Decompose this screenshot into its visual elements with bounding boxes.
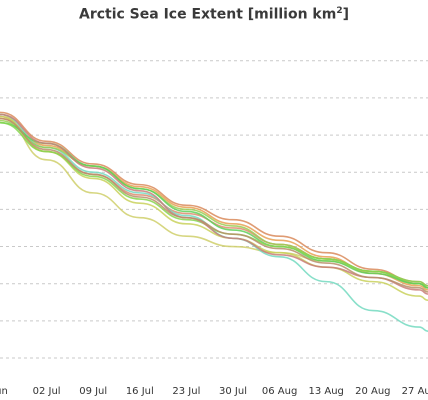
x-tick-label-6: 06 Aug (262, 386, 297, 397)
chart-title-superscript: 2 (336, 6, 343, 16)
x-tick-label-3: 16 Jul (126, 386, 154, 397)
series-line-9 (0, 113, 428, 295)
series-line-0 (0, 111, 428, 289)
series-line-7 (0, 121, 428, 289)
x-tick-label-5: 30 Jul (219, 386, 247, 397)
chart-title: Arctic Sea Ice Extent [million km2] (0, 6, 428, 23)
series-line-2 (0, 115, 428, 287)
chart-series-group (0, 111, 428, 332)
x-tick-label-7: 13 Aug (308, 386, 343, 397)
chart-title-close: ] (342, 6, 349, 23)
chart-gridlines (0, 60, 428, 359)
x-tick-label-8: 20 Aug (355, 386, 390, 397)
x-tick-label-9: 27 Aug (402, 386, 428, 397)
series-line-1 (0, 117, 428, 291)
x-tick-label-1: 02 Jul (33, 386, 61, 397)
series-line-10 (0, 117, 428, 293)
x-axis-tick-labels: Jun 02 Jul 09 Jul 16 Jul 23 Jul 30 Jul 06 Aug 1… (0, 386, 428, 397)
x-tick-label-4: 23 Jul (172, 386, 200, 397)
x-tick-label-0: Jun (0, 386, 8, 397)
series-line-3 (0, 113, 428, 289)
chart-title-text: Arctic Sea Ice Extent [million km (78, 6, 337, 23)
x-tick-label-2: 09 Jul (79, 386, 107, 397)
series-line-6 (0, 119, 428, 289)
